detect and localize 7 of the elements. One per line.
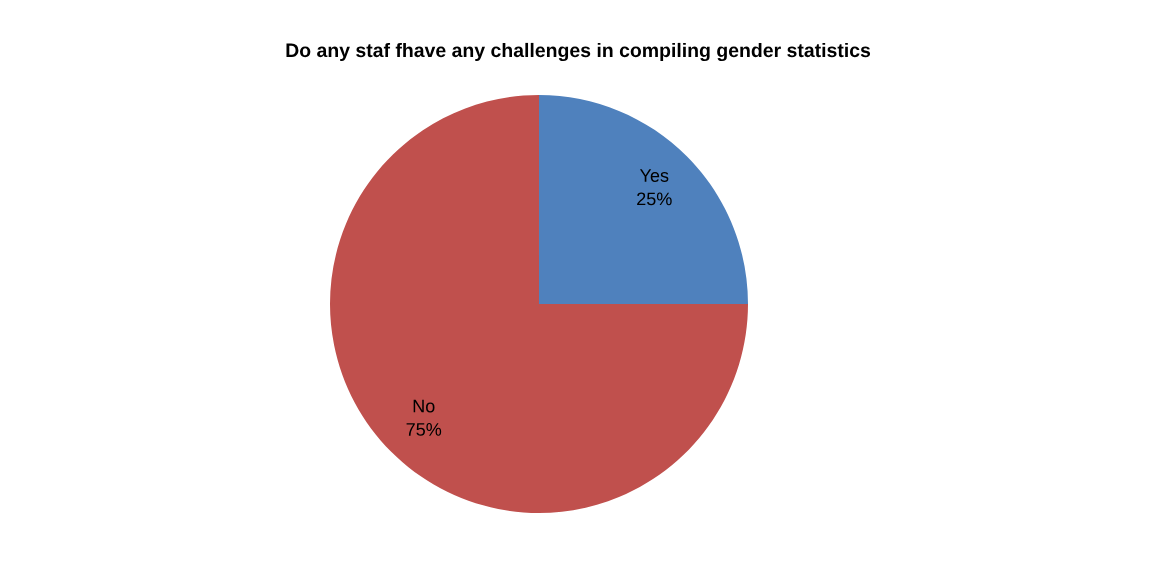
pie-slice [330,95,748,513]
pie-slice [539,95,748,304]
slice-label: Yes [639,169,669,182]
slice-label: No [413,399,435,413]
data-label: 25% [637,192,672,206]
chart-title: Do any staf fhave any challenges in compiling gender statistics [286,42,871,62]
data-label: 75% [406,423,442,436]
